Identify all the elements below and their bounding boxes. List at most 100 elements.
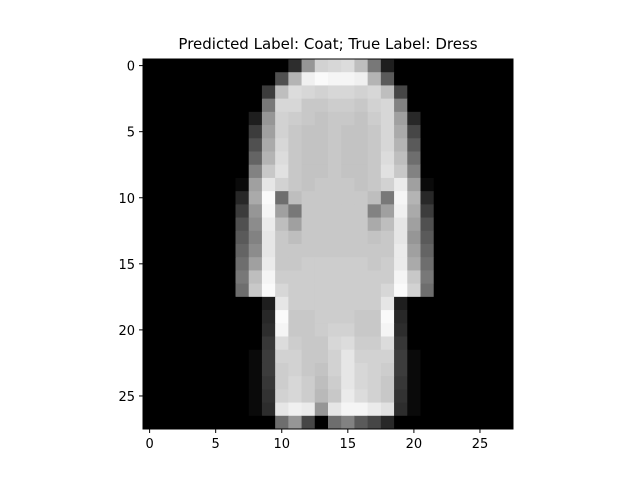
pixel-cell: [261, 72, 276, 86]
pixel-cell: [222, 217, 236, 232]
pixel-cell: [460, 204, 474, 218]
pixel-cell: [407, 177, 421, 192]
pixel-cell: [301, 164, 316, 179]
pixel-cell: [328, 59, 342, 73]
pixel-cell: [460, 349, 474, 364]
pixel-cell: [143, 283, 157, 298]
x-tick-label: 5: [212, 437, 220, 452]
x-tick-label: 10: [273, 437, 290, 452]
pixel-cell: [182, 177, 197, 192]
pixel-cell: [354, 389, 369, 403]
pixel-cell: [301, 389, 316, 403]
pixel-cell: [301, 349, 316, 364]
pixel-cell: [235, 323, 250, 337]
pixel-cell: [433, 177, 448, 192]
pixel-cell: [446, 349, 461, 364]
pixel-cell: [248, 336, 263, 351]
pixel-cell: [275, 111, 289, 126]
pixel-cell: [209, 111, 223, 126]
pixel-cell: [235, 244, 250, 258]
pixel-cell: [473, 177, 487, 192]
pixel-cell: [222, 415, 236, 430]
pixel-cell: [222, 125, 236, 139]
pixel-cell: [222, 244, 236, 258]
pixel-cell: [499, 310, 514, 324]
pixel-cell: [275, 191, 289, 205]
pixel-cell: [354, 336, 369, 351]
pixel-cell: [195, 72, 210, 86]
pixel-cell: [460, 310, 474, 324]
pixel-cell: [301, 336, 316, 351]
pixel-cell: [341, 138, 355, 152]
pixel-cell: [354, 402, 369, 417]
pixel-cell: [367, 59, 382, 73]
pixel-cell: [275, 230, 289, 245]
pixel-cell: [380, 257, 395, 271]
pixel-cell: [407, 283, 421, 298]
pixel-cell: [420, 98, 435, 113]
pixel-cell: [473, 125, 487, 139]
pixel-cell: [473, 336, 487, 351]
pixel-cell: [288, 59, 302, 73]
pixel-cell: [499, 164, 514, 179]
pixel-cell: [407, 349, 421, 364]
pixel-cell: [473, 244, 487, 258]
pixel-cell: [433, 270, 448, 285]
pixel-cell: [301, 362, 316, 377]
pixel-cell: [209, 85, 223, 100]
pixel-cell: [275, 125, 289, 139]
pixel-cell: [407, 98, 421, 113]
pixel-cell: [328, 164, 342, 179]
pixel-cell: [394, 270, 408, 285]
pixel-cell: [367, 177, 382, 192]
pixel-cell: [341, 349, 355, 364]
pixel-cell: [143, 323, 157, 337]
pixel-cell: [195, 244, 210, 258]
pixel-cell: [156, 323, 170, 337]
pixel-cell: [367, 204, 382, 218]
pixel-cell: [235, 85, 250, 100]
pixel-cell: [354, 349, 369, 364]
pixel-cell: [235, 310, 250, 324]
pixel-cell: [261, 270, 276, 285]
pixel-cell: [156, 98, 170, 113]
pixel-cell: [314, 244, 329, 258]
pixel-cell: [169, 244, 184, 258]
pixel-cell: [182, 125, 197, 139]
pixel-cell: [209, 164, 223, 179]
pixel-cell: [460, 402, 474, 417]
y-tick-label: 20: [118, 324, 135, 339]
pixel-cell: [314, 349, 329, 364]
pixel-cell: [195, 415, 210, 430]
pixel-cell: [407, 59, 421, 73]
pixel-cell: [209, 376, 223, 390]
pixel-cell: [288, 270, 302, 285]
pixel-cell: [195, 389, 210, 403]
pixel-cell: [433, 191, 448, 205]
pixel-cell: [261, 204, 276, 218]
pixel-cell: [394, 349, 408, 364]
pixel-cell: [209, 296, 223, 311]
pixel-cell: [341, 376, 355, 390]
pixel-cell: [314, 376, 329, 390]
pixel-cell: [143, 402, 157, 417]
pixel-cell: [235, 204, 250, 218]
pixel-cell: [394, 204, 408, 218]
pixel-cell: [301, 177, 316, 192]
axes-frame: [142, 58, 514, 430]
pixel-cell: [407, 85, 421, 100]
pixel-cell: [261, 244, 276, 258]
pixel-cell: [222, 389, 236, 403]
pixel-cell: [460, 230, 474, 245]
pixel-cell: [209, 125, 223, 139]
pixel-cell: [367, 362, 382, 377]
pixel-cell: [156, 164, 170, 179]
pixel-cell: [354, 151, 369, 166]
pixel-cell: [380, 230, 395, 245]
pixel-cell: [407, 138, 421, 152]
pixel-cell: [182, 283, 197, 298]
pixel-cell: [407, 310, 421, 324]
pixel-cell: [446, 402, 461, 417]
pixel-cell: [248, 111, 263, 126]
pixel-cell: [354, 362, 369, 377]
